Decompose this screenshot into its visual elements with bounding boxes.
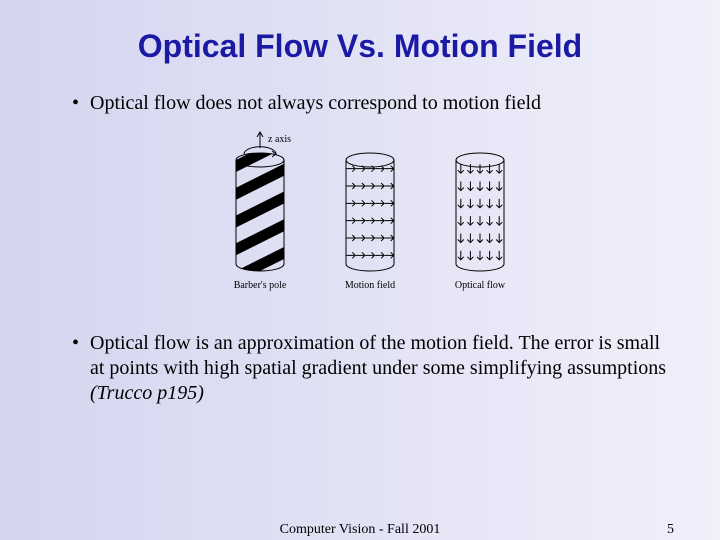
svg-text:Barber's pole: Barber's pole [234, 280, 287, 291]
bullet-2: • Optical flow is an approximation of th… [72, 331, 674, 406]
barber-pole-figure: z axis Barber's pole Motion field Optical f… [46, 122, 674, 319]
figure-svg: z axis Barber's pole Motion field Optical f… [180, 122, 540, 312]
svg-text:z axis: z axis [268, 134, 291, 145]
bullet-2-marker: • [72, 331, 90, 356]
bullet-1: • Optical flow does not always correspon… [72, 91, 674, 116]
bullet-2-text: Optical flow is an approximation of the … [90, 331, 674, 406]
slide-body: • Optical flow does not always correspon… [46, 91, 674, 406]
svg-text:Motion field: Motion field [345, 280, 395, 291]
slide-title: Optical Flow Vs. Motion Field [46, 28, 674, 65]
footer-center: Computer Vision - Fall 2001 [0, 522, 720, 538]
bullet-1-marker: • [72, 91, 90, 116]
bullet-2-citation: (Trucco p195) [90, 382, 204, 404]
svg-text:Optical flow: Optical flow [455, 280, 506, 291]
slide: Optical Flow Vs. Motion Field • Optical … [0, 0, 720, 540]
bullet-2-main: Optical flow is an approximation of the … [90, 332, 666, 379]
bullet-1-text: Optical flow does not always correspond … [90, 91, 674, 116]
footer-page-number: 5 [667, 522, 674, 538]
